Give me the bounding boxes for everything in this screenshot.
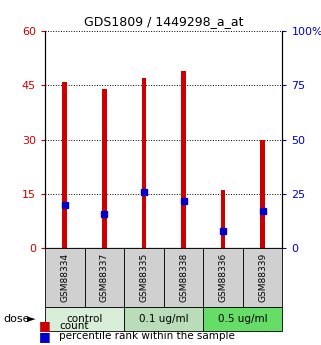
Text: percentile rank within the sample: percentile rank within the sample xyxy=(59,332,235,341)
Bar xyxy=(124,248,164,307)
Text: 0.5 ug/ml: 0.5 ug/ml xyxy=(218,314,268,324)
Text: dose: dose xyxy=(3,314,30,324)
Text: GSM88337: GSM88337 xyxy=(100,253,109,302)
Text: GSM88334: GSM88334 xyxy=(60,253,69,302)
Bar xyxy=(45,307,124,331)
Bar xyxy=(260,140,265,248)
Bar xyxy=(62,82,67,248)
Bar xyxy=(102,89,107,248)
Text: 0.1 ug/ml: 0.1 ug/ml xyxy=(139,314,188,324)
Text: ■: ■ xyxy=(39,330,50,343)
Text: GSM88339: GSM88339 xyxy=(258,253,267,302)
Text: GSM88335: GSM88335 xyxy=(139,253,148,302)
Bar xyxy=(221,190,225,248)
Bar xyxy=(84,248,124,307)
Bar xyxy=(203,248,243,307)
Bar xyxy=(124,307,203,331)
Bar xyxy=(164,248,203,307)
Bar xyxy=(203,307,282,331)
Text: GSM88338: GSM88338 xyxy=(179,253,188,302)
Text: control: control xyxy=(66,314,103,324)
Bar xyxy=(142,78,146,248)
Bar xyxy=(243,248,282,307)
Text: ►: ► xyxy=(27,314,36,324)
Text: count: count xyxy=(59,321,89,331)
Text: GSM88336: GSM88336 xyxy=(219,253,228,302)
Bar xyxy=(181,71,186,248)
Title: GDS1809 / 1449298_a_at: GDS1809 / 1449298_a_at xyxy=(84,16,243,29)
Text: ■: ■ xyxy=(39,319,50,333)
Bar xyxy=(45,248,84,307)
